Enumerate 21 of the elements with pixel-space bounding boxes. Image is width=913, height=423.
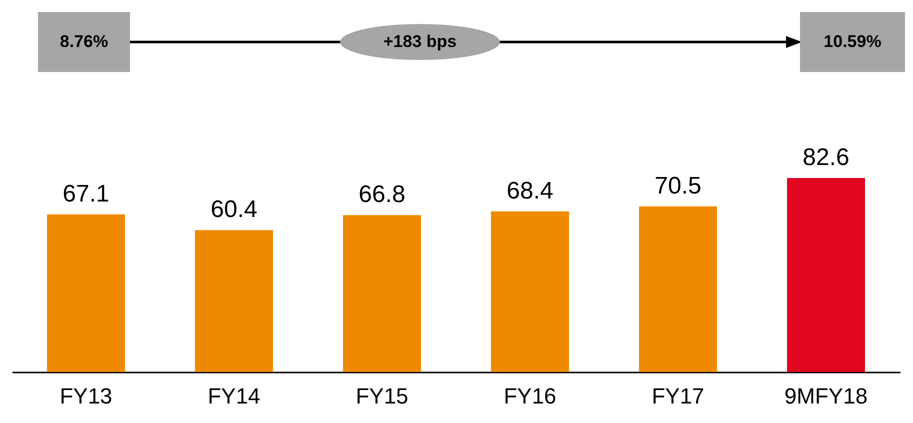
data-label: 66.8 [358, 181, 406, 208]
x-tick-label: FY16 [504, 384, 556, 408]
bar [639, 206, 717, 372]
x-tick-label: FY14 [208, 384, 260, 408]
text: +183 bps [340, 24, 500, 60]
bar [491, 211, 569, 372]
x-tick-label: FY15 [356, 384, 408, 408]
data-label: 82.6 [802, 144, 850, 171]
data-label: 68.4 [506, 177, 554, 204]
bar [787, 178, 865, 372]
bar [195, 230, 273, 372]
text: 8.76% [38, 12, 130, 72]
x-tick-label: 9MFY18 [784, 384, 868, 408]
data-label: 67.1 [62, 180, 110, 208]
text: 10.59% [800, 12, 905, 72]
bar [47, 214, 125, 372]
data-label: 60.4 [210, 196, 258, 224]
x-tick-label: FY17 [652, 384, 704, 408]
x-tick-label: FY13 [60, 384, 112, 408]
data-label: 70.5 [654, 172, 702, 200]
bar [343, 215, 421, 372]
